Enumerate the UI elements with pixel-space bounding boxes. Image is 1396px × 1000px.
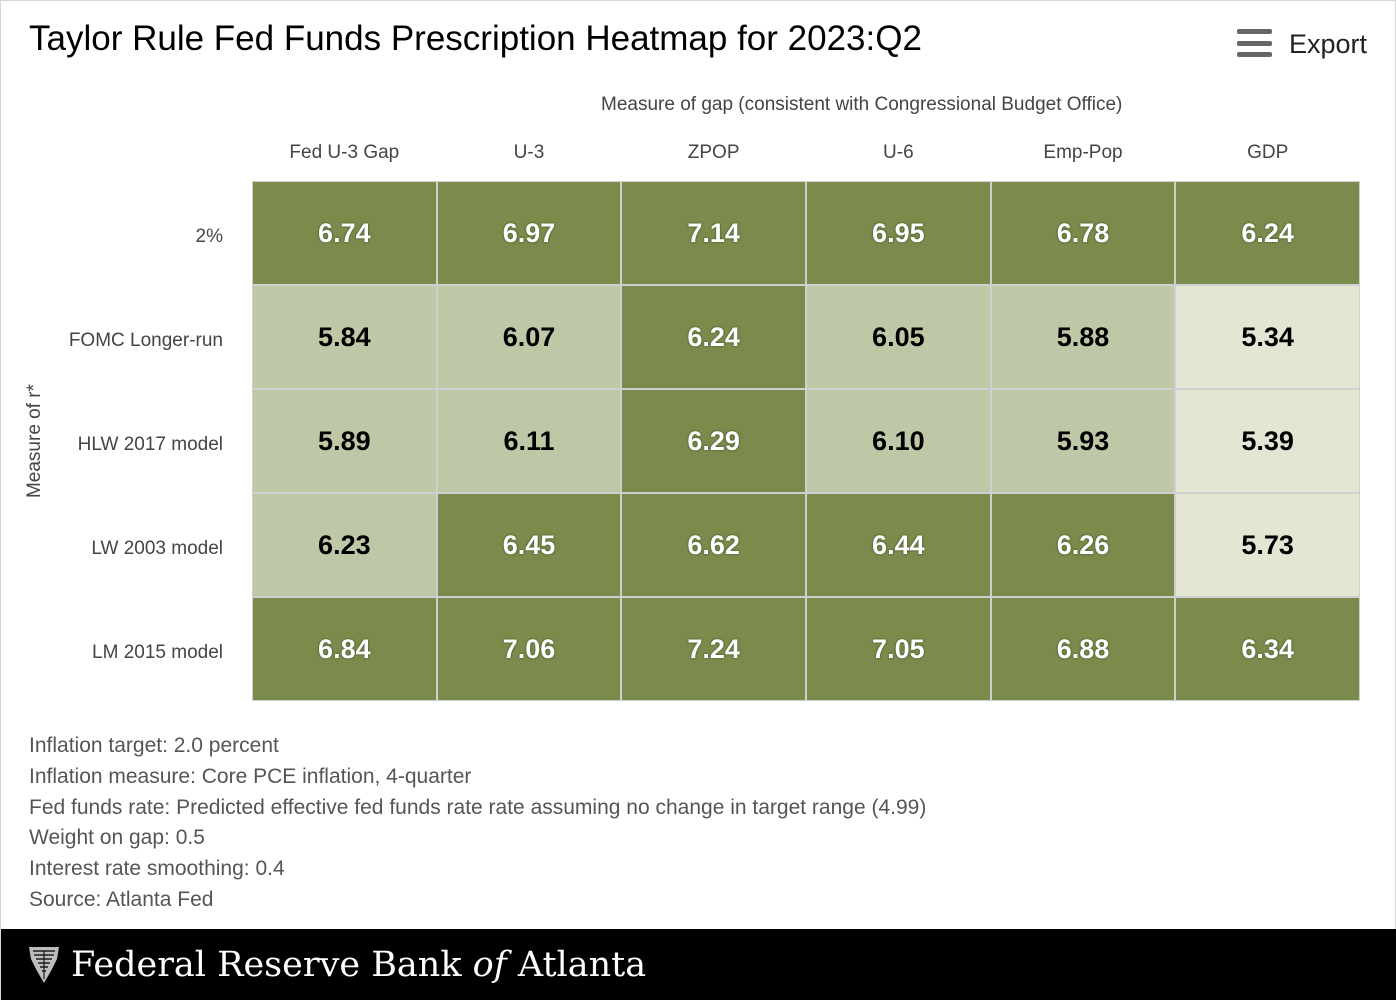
note-line: Weight on gap: 0.5 xyxy=(29,826,205,850)
heatmap-cell[interactable]: 7.06 xyxy=(436,597,622,701)
heatmap-cell[interactable]: 5.89 xyxy=(252,389,437,493)
note-line: Fed funds rate: Predicted effective fed … xyxy=(29,795,927,819)
y-axis-title: Measure of r* xyxy=(24,383,45,499)
heatmap-cell[interactable]: 6.10 xyxy=(806,389,991,493)
heatmap-cell[interactable]: 7.14 xyxy=(621,181,806,285)
export-label: Export xyxy=(1289,29,1368,59)
heatmap-cell[interactable]: 6.24 xyxy=(621,285,806,389)
note-line: Source: Atlanta Fed xyxy=(29,887,214,911)
brand-suffix: Atlanta xyxy=(506,945,647,985)
heatmap-cell[interactable]: 5.39 xyxy=(1175,389,1360,493)
row-label: LM 2015 model xyxy=(92,642,223,663)
heatmap-cell[interactable]: 6.84 xyxy=(252,597,437,701)
heatmap-cell[interactable]: 6.24 xyxy=(1175,181,1360,285)
heatmap-cell[interactable]: 5.88 xyxy=(990,285,1176,389)
x-axis-title: Measure of gap (consistent with Congress… xyxy=(601,94,1123,115)
column-label: Emp-Pop xyxy=(1043,142,1123,163)
export-button[interactable]: Export xyxy=(1237,29,1367,60)
heatmap-cell[interactable]: 6.44 xyxy=(806,493,991,597)
heatmap-cell[interactable]: 6.05 xyxy=(806,285,991,389)
heatmap-cell[interactable]: 6.34 xyxy=(1175,597,1360,701)
chart-title: Taylor Rule Fed Funds Prescription Heatm… xyxy=(29,19,922,58)
heatmap-cell[interactable]: 6.11 xyxy=(436,389,622,493)
heatmap-cell[interactable]: 5.34 xyxy=(1175,285,1360,389)
heatmap-cell[interactable]: 6.74 xyxy=(252,181,437,285)
heatmap-cell[interactable]: 6.97 xyxy=(436,181,622,285)
column-label: U-3 xyxy=(513,142,545,163)
heatmap-cell[interactable]: 5.93 xyxy=(990,389,1176,493)
hamburger-menu-icon[interactable] xyxy=(1237,29,1272,57)
heatmap-cell[interactable]: 5.84 xyxy=(252,285,437,389)
row-label: HLW 2017 model xyxy=(77,434,223,455)
heatmap-cell[interactable]: 7.05 xyxy=(806,597,991,701)
column-label: U-6 xyxy=(883,142,914,163)
column-label: GDP xyxy=(1247,142,1289,163)
heatmap-cell[interactable]: 7.24 xyxy=(621,597,806,701)
heatmap-cell[interactable]: 6.07 xyxy=(436,285,622,389)
note-line: Inflation measure: Core PCE inflation, 4… xyxy=(29,764,472,788)
note-line: Inflation target: 2.0 percent xyxy=(29,734,279,757)
heatmap-cell[interactable]: 5.73 xyxy=(1175,493,1360,597)
heatmap-cell[interactable]: 6.29 xyxy=(621,389,806,493)
eagle-seal-icon xyxy=(29,947,59,983)
heatmap-grid: 6.74 6.97 7.14 6.95 6.78 6.24 5.84 6.07 6.24 6.05… xyxy=(252,181,1360,701)
heatmap-cell[interactable]: 6.26 xyxy=(990,493,1176,597)
note-line: Interest rate smoothing: 0.4 xyxy=(29,857,285,881)
row-label: 2% xyxy=(195,226,223,247)
brand-prefix: Federal Reserve Bank xyxy=(71,945,473,985)
heatmap-cell[interactable]: 6.78 xyxy=(990,181,1176,285)
heatmap-cell[interactable]: 6.95 xyxy=(806,181,991,285)
footer-bar: Federal Reserve Bank of Atlanta xyxy=(1,929,1396,1000)
column-label: Fed U-3 Gap xyxy=(289,142,400,163)
heatmap-cell[interactable]: 6.23 xyxy=(252,493,437,597)
heatmap-cell[interactable]: 6.88 xyxy=(990,597,1176,701)
column-label: ZPOP xyxy=(687,142,740,163)
row-label: FOMC Longer-run xyxy=(68,330,223,351)
heatmap-cell[interactable]: 6.45 xyxy=(436,493,622,597)
row-label: LW 2003 model xyxy=(91,538,223,559)
heatmap-cell[interactable]: 6.62 xyxy=(621,493,806,597)
brand-of: of xyxy=(472,945,507,985)
chart-notes: Inflation target: 2.0 percent Inflation m… xyxy=(29,731,926,916)
footer-brand[interactable]: Federal Reserve Bank of Atlanta xyxy=(71,945,646,985)
